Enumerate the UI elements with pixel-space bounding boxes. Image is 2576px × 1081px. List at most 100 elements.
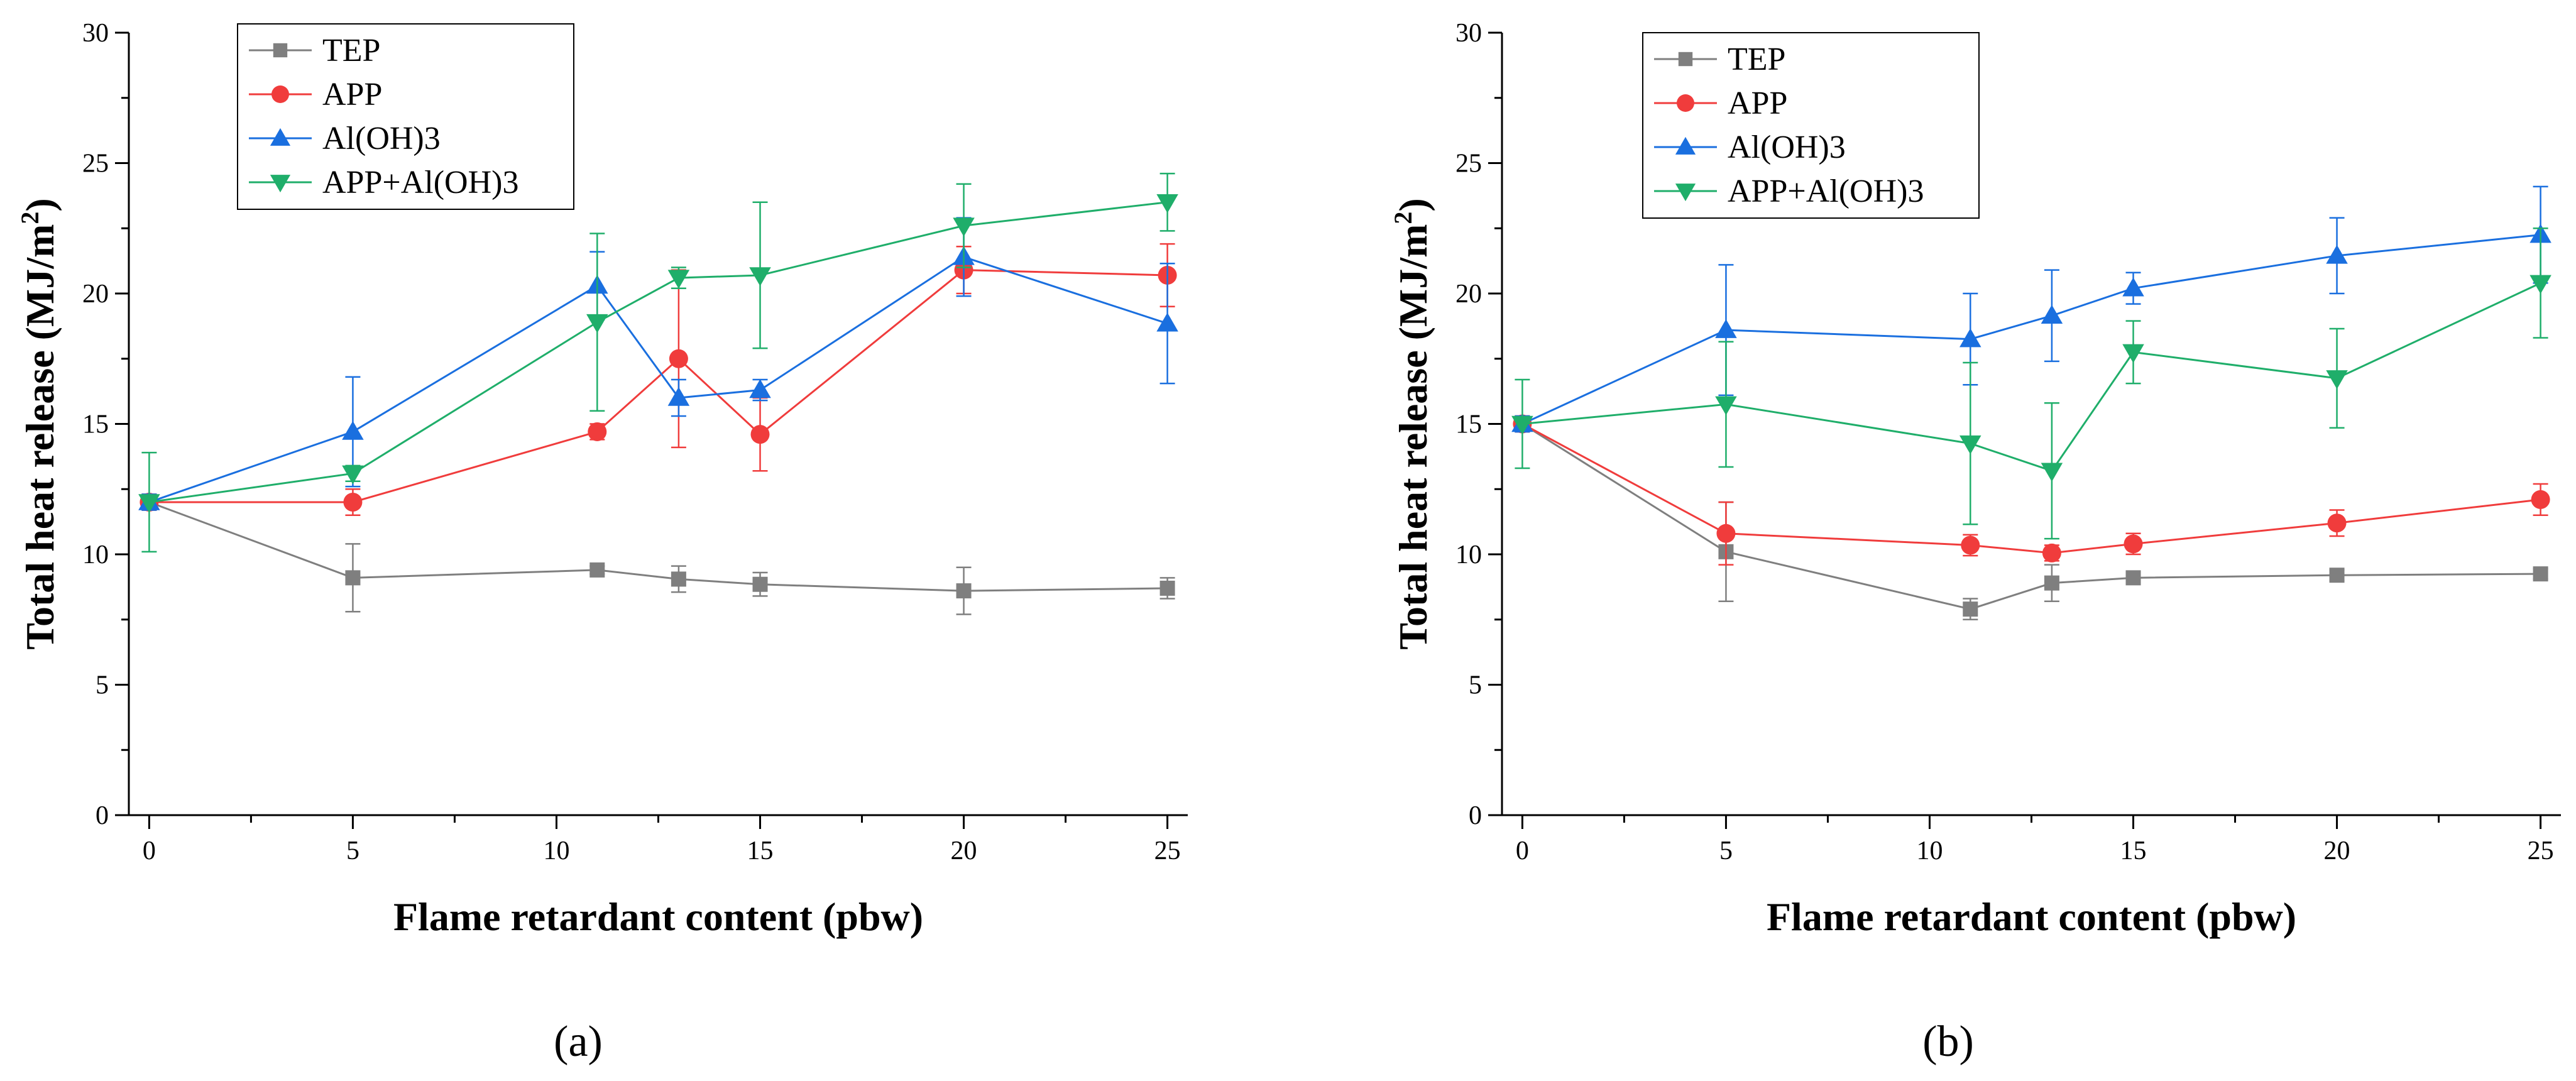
x-tick-label: 15 [747,837,774,865]
data-point [1511,415,1533,435]
legend-label: APP [1728,85,1787,121]
data-point [1715,396,1737,415]
legend-entry: Al(OH)3 [249,121,441,156]
data-point [667,270,690,289]
series-line [1522,282,2541,472]
data-point [667,387,690,406]
x-tick-label: 10 [1916,837,1943,865]
legend-marker [271,85,289,103]
data-point [589,562,605,578]
data-point [2041,305,2063,324]
legend-label: TEP [322,33,380,69]
y-tick-label: 0 [1469,801,1482,830]
y-tick-label: 10 [82,540,109,569]
y-tick-label: 5 [1469,671,1482,700]
series-tep [1515,415,2548,620]
data-point [342,465,364,485]
y-axis-title-end: ) [1391,198,1435,211]
data-point [2533,566,2548,582]
legend-entry: TEP [1654,41,1785,77]
x-tick-label: 0 [143,837,156,865]
legend-box [1642,32,1980,219]
data-point [2327,513,2347,533]
x-tick-label: 15 [2120,837,2147,865]
data-point [671,571,686,587]
legend-entry: APP+Al(OH)3 [1654,173,1924,209]
y-tick-label: 15 [1455,410,1482,439]
y-axis-title-superscript: 2 [1389,212,1417,224]
panel-label: (a) [554,1018,603,1066]
y-tick-label: 20 [1455,280,1482,309]
data-point [342,420,364,440]
data-point [1156,312,1178,332]
legend-marker [270,175,291,193]
data-point [956,583,972,599]
data-point [2329,568,2345,583]
data-point [752,576,768,592]
y-axis-title-end: ) [18,198,62,211]
data-point [2531,490,2550,509]
legend-label: APP+Al(OH)3 [1728,173,1924,209]
legend-marker [1678,52,1693,67]
series-al-oh-3 [1511,185,2551,433]
y-tick-label: 30 [1455,19,1482,48]
data-point [953,217,975,237]
x-tick-label: 0 [1516,837,1529,865]
x-tick-label: 25 [2528,837,2554,865]
series-app [140,243,1177,516]
legend-entry: APP [1654,85,1787,121]
series-line [1521,423,2541,554]
x-tick-label: 20 [2324,837,2350,865]
data-point [1959,435,1981,454]
chart-panel-a: 0 5 10 15 20 25 30 0 5 10 15 20 25 Flame retardant co… [16,19,1188,1066]
legend: TEP APP Al(OH)3 APP+Al(OH)3 [1642,32,1980,219]
legend-entry: TEP [249,33,380,69]
series-line [148,501,1168,592]
x-tick-label: 5 [1719,837,1733,865]
x-axis-title: Flame retardant content (pbw) [1767,894,2296,939]
data-point [750,425,770,444]
data-point [138,494,160,513]
data-point [1715,319,1737,338]
legend-marker [273,43,288,58]
x-tick-label: 25 [1154,837,1181,865]
legend-label: Al(OH)3 [1728,129,1846,165]
y-axis-title: Total heat release (MJ/m2) [1389,198,1435,650]
data-point [2042,543,2061,562]
y-axis-title-main: Total heat release (MJ/m [1391,224,1435,650]
data-point [1159,580,1175,596]
legend-box [237,23,574,210]
series-tep [141,493,1175,615]
legend-entry: Al(OH)3 [1654,129,1846,165]
legend-entry: APP+Al(OH)3 [249,165,518,200]
data-point [2529,275,2551,294]
data-point [343,493,363,512]
data-point [1961,535,1980,555]
y-tick-label: 25 [1455,150,1482,178]
legend-marker [1677,94,1694,112]
panel-label: (b) [1922,1018,1974,1066]
y-axis-title: Total heat release (MJ/m2) [16,198,62,650]
y-axis-title-main: Total heat release (MJ/m [18,224,62,650]
y-tick-label: 0 [96,801,109,830]
x-tick-label: 10 [543,837,569,865]
data-point [1959,328,1981,348]
legend-label: APP+Al(OH)3 [322,165,518,200]
x-axis-title: Flame retardant content (pbw) [393,894,923,939]
data-point [2124,534,2143,554]
data-point [345,570,361,586]
data-point [2044,575,2059,591]
legend-label: TEP [1728,41,1785,77]
y-tick-label: 5 [96,671,109,700]
x-tick-label: 5 [346,837,359,865]
x-tick-label: 20 [951,837,977,865]
data-point [749,379,771,398]
data-point [586,314,608,333]
series-app-al-oh-3 [138,172,1178,553]
legend-marker [1675,136,1696,155]
series-al-oh-3 [138,217,1178,511]
y-tick-label: 20 [82,280,109,309]
series-line [148,256,1168,503]
legend: TEP APP Al(OH)3 APP+Al(OH)3 [237,23,574,210]
